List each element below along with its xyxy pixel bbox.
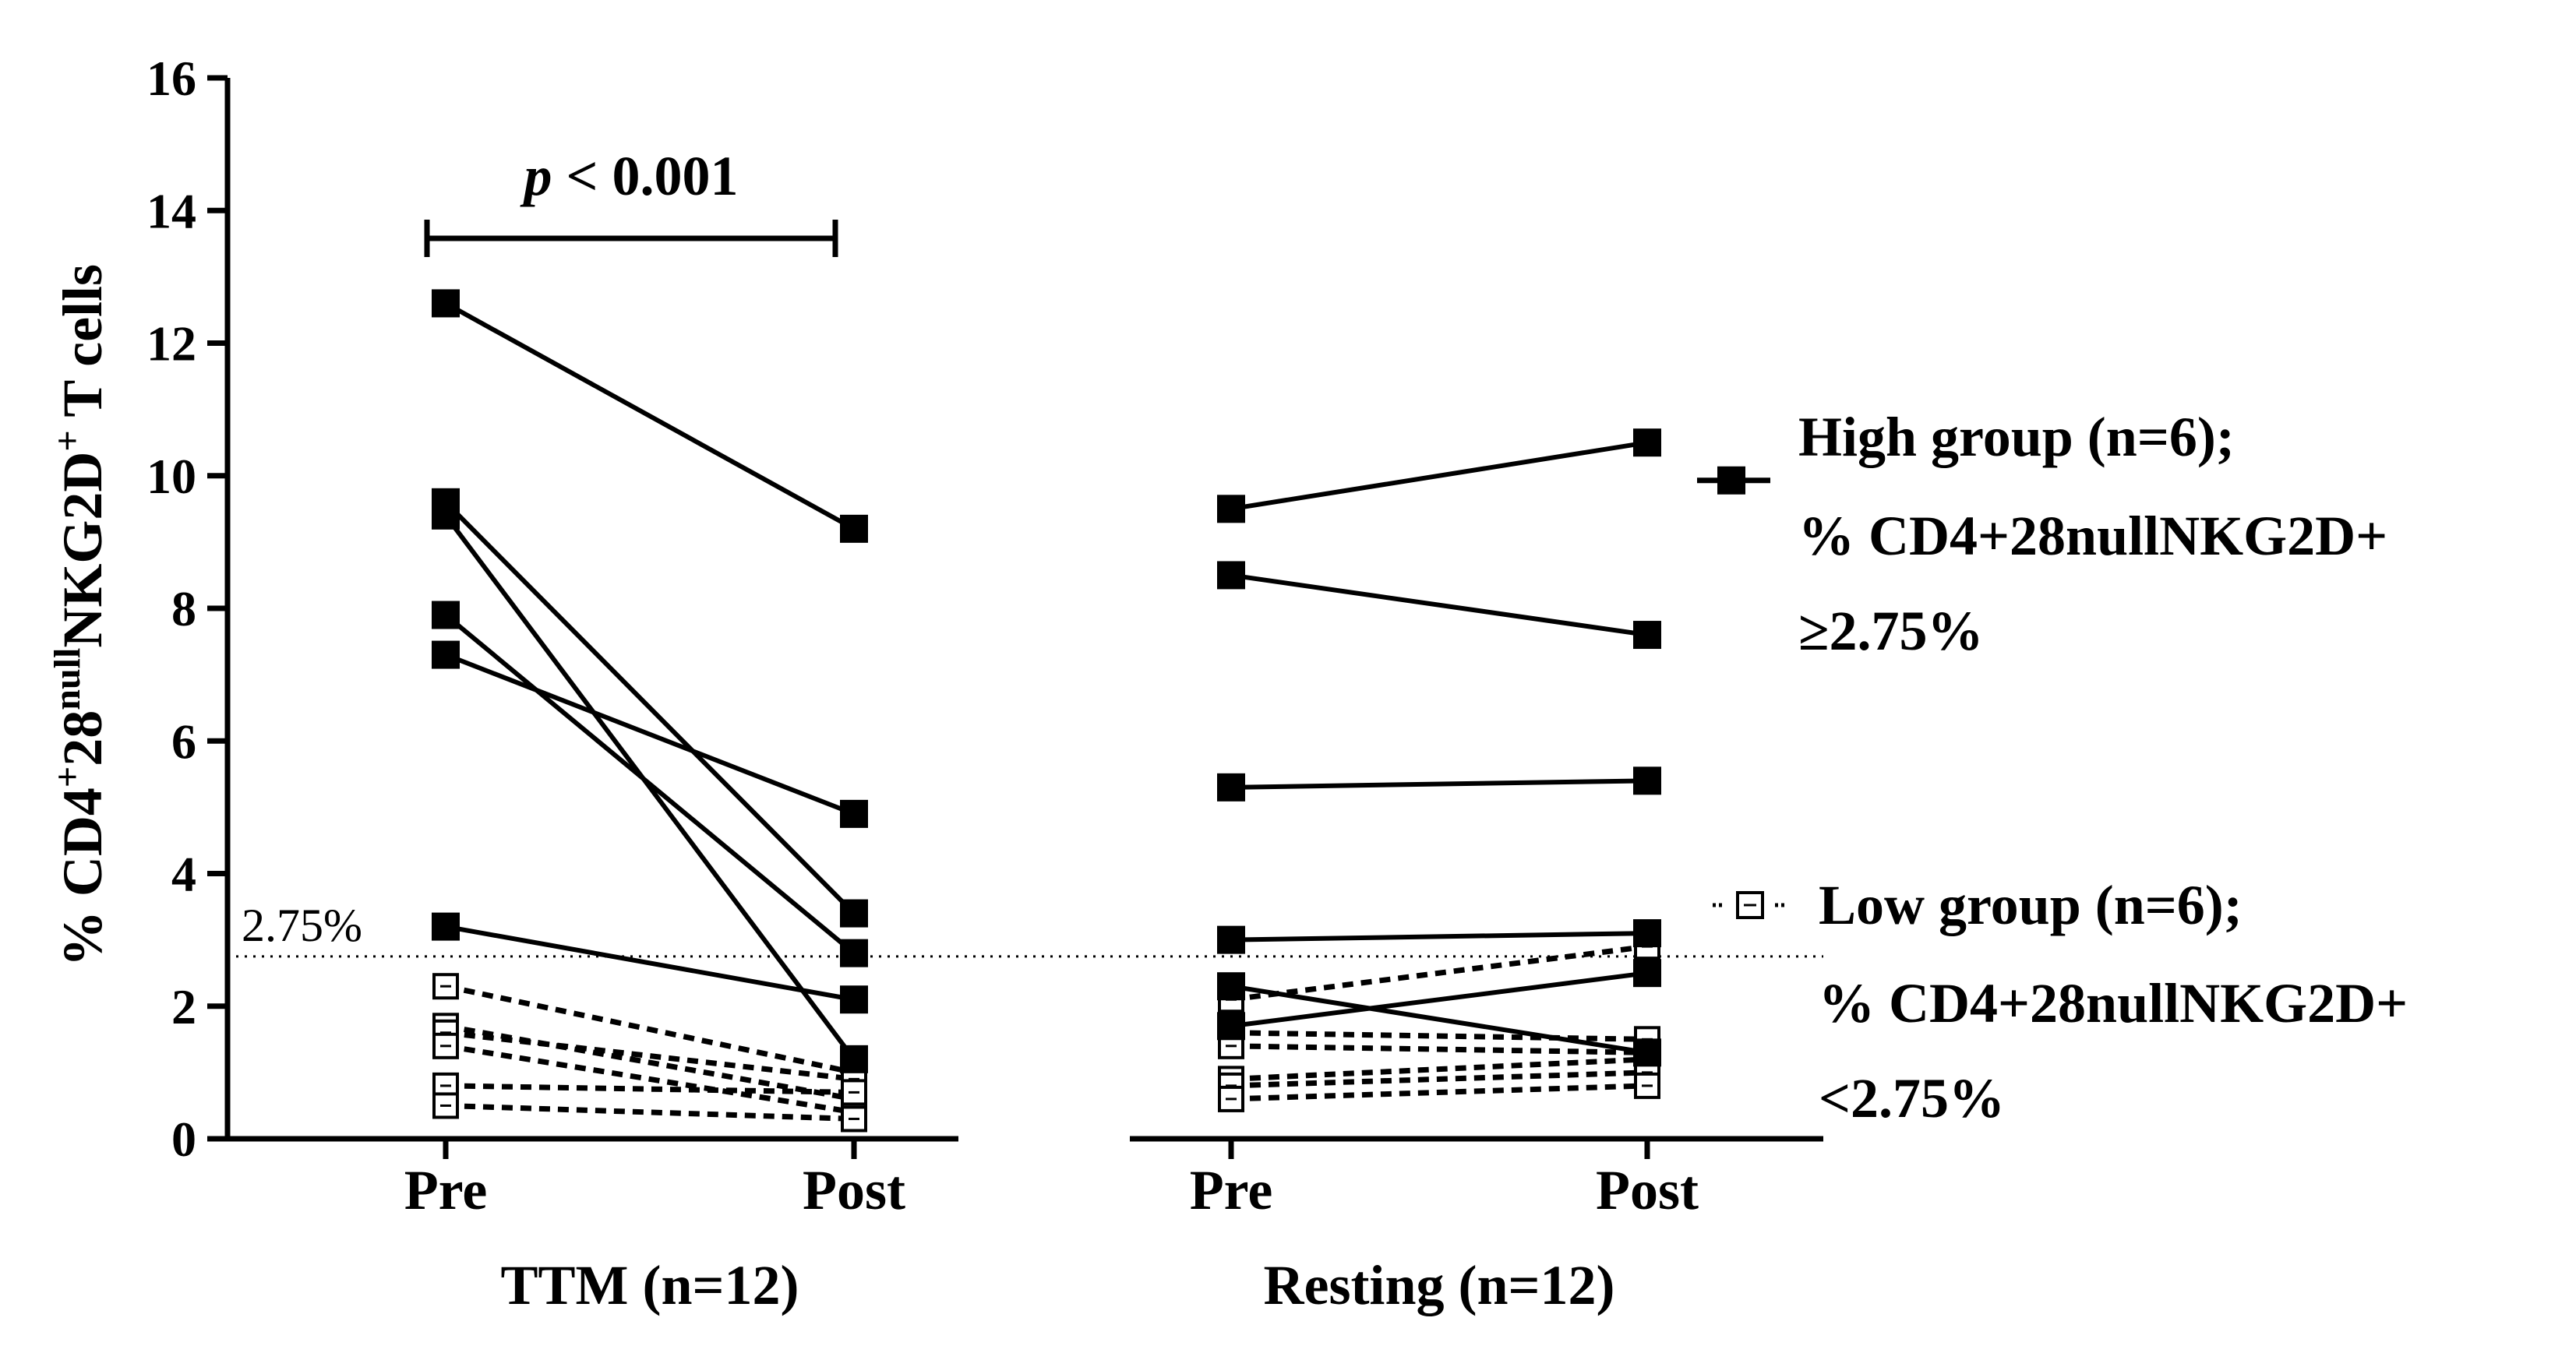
resting-high-marker (1217, 1012, 1245, 1041)
ttm-high-marker (840, 1045, 868, 1073)
resting-high-marker (1633, 919, 1661, 948)
x-tick-label: Pre (1190, 1159, 1273, 1221)
ttm-low-marker (432, 1032, 459, 1059)
resting-high-line (1230, 573, 1648, 638)
legend-high-marker (1717, 466, 1745, 495)
ttm-high-line (443, 500, 856, 915)
resting-high-marker (1217, 925, 1245, 954)
y-axis-title-part: + (47, 766, 88, 787)
y-tick-label: 4 (171, 847, 196, 902)
legend-high-text: ≥2.75% (1798, 600, 1984, 662)
legend-high-text: % CD4+28nullNKG2D+ (1798, 505, 2387, 567)
ttm-low-line (445, 1030, 855, 1082)
y-tick-label: 6 (171, 713, 196, 769)
resting-high-marker (1633, 621, 1661, 650)
x-tick-label: Pre (404, 1159, 488, 1221)
ttm-high-line (444, 652, 856, 816)
resting-low-line (1230, 1056, 1648, 1082)
resting-high-marker (1633, 766, 1661, 795)
ttm-high-marker (840, 939, 868, 967)
y-tick-label: 10 (146, 449, 196, 504)
resting-high-marker (1217, 495, 1245, 523)
y-tick-label: 14 (146, 183, 196, 238)
sig-p: p (519, 145, 552, 207)
ttm-high-marker (840, 899, 868, 928)
ttm-low-line (445, 1043, 855, 1115)
resting-high-line (1230, 440, 1648, 512)
legend-low-text: <2.75% (1819, 1067, 2005, 1129)
ttm-high-marker (432, 601, 460, 629)
resting-high-marker (1633, 1038, 1661, 1067)
data-lines (443, 301, 1648, 1122)
resting-low-line (1230, 943, 1648, 1002)
x-tick-label: Post (803, 1159, 905, 1221)
ttm-low-line (445, 1083, 855, 1095)
y-tick-label: 2 (171, 979, 196, 1034)
resting-high-marker (1217, 773, 1245, 802)
resting-low-line (1230, 1030, 1648, 1042)
resting-high-line (1230, 931, 1648, 942)
y-axis-label: % CD4+28nullNKG2D+ T cells (47, 264, 114, 967)
legend-low-text: % CD4+28nullNKG2D+ (1819, 972, 2408, 1034)
y-axis-title-part: NKG2D (51, 452, 114, 648)
resting-low-line (1230, 1043, 1648, 1055)
y-axis-title-part: T cells (51, 264, 114, 430)
y-tick-label: 12 (146, 316, 196, 372)
legend-low-text: Low group (n=6); (1819, 874, 2243, 936)
y-tick-label: 16 (146, 51, 196, 106)
y-tick-label: 0 (171, 1112, 196, 1167)
ttm-low-line (445, 983, 855, 1076)
ttm-high-marker (432, 289, 460, 318)
resting-high-marker (1217, 972, 1245, 1001)
y-axis-title-part: 28 (51, 710, 114, 766)
sig-value: < 0.001 (552, 145, 738, 207)
ttm-high-marker (840, 514, 868, 543)
ttm-high-line (444, 613, 856, 955)
x-group-label: Resting (n=12) (1263, 1254, 1614, 1316)
resting-high-marker (1633, 959, 1661, 988)
legend-low-marker (1736, 891, 1764, 919)
ttm-high-marker (432, 501, 460, 530)
significance-bracket: p < 0.001 (424, 145, 838, 257)
ttm-high-marker (840, 799, 868, 828)
resting-low-line (1230, 1083, 1648, 1102)
ttm-high-marker (432, 640, 460, 669)
ttm-high-line (444, 301, 856, 531)
resting-high-line (1230, 971, 1648, 1029)
y-axis-title-part: % CD4 (51, 787, 114, 967)
y-axis-title: % CD4+28nullNKG2D+ T cells (47, 264, 114, 967)
resting-high-line (1230, 778, 1648, 790)
data-markers (432, 289, 1661, 1133)
legend: High group (n=6); % CD4+28nullNKG2D+ ≥2.75… (1697, 406, 2408, 1129)
x-group-label: TTM (n=12) (500, 1254, 799, 1316)
ttm-low-line (445, 1023, 855, 1102)
threshold-label: 2.75% (242, 900, 362, 951)
ttm-high-line (445, 924, 855, 1002)
resting-high-marker (1217, 561, 1245, 590)
y-axis-title-part: null (47, 648, 88, 710)
x-tick-label: Post (1596, 1159, 1699, 1221)
ttm-high-marker (840, 985, 868, 1014)
threshold-line: 2.75% (228, 900, 1823, 958)
y-tick-label: 8 (171, 581, 196, 636)
resting-high-marker (1633, 428, 1661, 457)
y-axis-title-part: + (47, 430, 88, 451)
ttm-low-line (445, 1102, 855, 1122)
legend-high-text: High group (n=6); (1798, 406, 2235, 468)
ttm-high-line (443, 514, 856, 1061)
sig-label: p < 0.001 (519, 145, 738, 207)
ttm-high-marker (432, 912, 460, 941)
resting-low-line (1230, 1069, 1648, 1089)
resting-high-line (1230, 984, 1648, 1055)
